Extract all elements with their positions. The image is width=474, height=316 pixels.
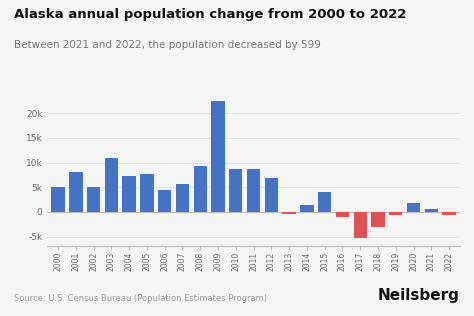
Bar — [105, 158, 118, 212]
Text: Alaska annual population change from 2000 to 2022: Alaska annual population change from 200… — [14, 8, 407, 21]
Bar — [51, 187, 65, 212]
Bar — [407, 203, 420, 212]
Text: Between 2021 and 2022, the population decreased by 599: Between 2021 and 2022, the population de… — [14, 40, 321, 50]
Bar — [229, 169, 243, 212]
Bar — [300, 204, 314, 212]
Text: Neilsberg: Neilsberg — [378, 289, 460, 303]
Bar — [193, 167, 207, 212]
Bar — [389, 212, 402, 216]
Bar — [442, 212, 456, 215]
Bar — [318, 192, 331, 212]
Bar — [158, 190, 172, 212]
Bar — [371, 212, 385, 227]
Bar — [247, 169, 260, 212]
Bar — [336, 212, 349, 217]
Bar — [264, 178, 278, 212]
Bar — [283, 212, 296, 214]
Bar — [122, 176, 136, 212]
Bar — [425, 210, 438, 212]
Text: Source: U.S. Census Bureau (Population Estimates Program): Source: U.S. Census Bureau (Population E… — [14, 295, 267, 303]
Bar — [354, 212, 367, 238]
Bar — [211, 101, 225, 212]
Bar — [140, 174, 154, 212]
Bar — [176, 184, 189, 212]
Bar — [87, 187, 100, 212]
Bar — [69, 173, 82, 212]
